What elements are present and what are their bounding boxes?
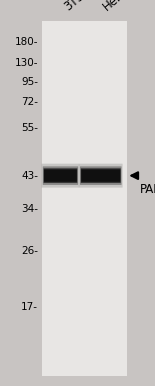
Text: 17-: 17- (21, 302, 38, 312)
Text: 34-: 34- (21, 204, 38, 214)
Text: 55-: 55- (21, 123, 38, 133)
FancyBboxPatch shape (81, 168, 121, 183)
FancyBboxPatch shape (44, 168, 77, 183)
Text: 3T3: 3T3 (62, 0, 87, 14)
FancyBboxPatch shape (42, 164, 79, 188)
FancyBboxPatch shape (80, 166, 122, 185)
FancyBboxPatch shape (44, 169, 77, 182)
Text: 180-: 180- (14, 37, 38, 47)
Text: Hela: Hela (101, 0, 129, 14)
FancyBboxPatch shape (81, 169, 120, 182)
Text: PAI1: PAI1 (140, 183, 155, 196)
Bar (42, 21, 127, 376)
Text: 72-: 72- (21, 97, 38, 107)
Text: 26-: 26- (21, 246, 38, 256)
FancyBboxPatch shape (43, 166, 78, 185)
Text: 130-: 130- (14, 58, 38, 68)
Text: 43-: 43- (21, 171, 38, 181)
FancyBboxPatch shape (79, 164, 123, 188)
Text: 95-: 95- (21, 77, 38, 87)
